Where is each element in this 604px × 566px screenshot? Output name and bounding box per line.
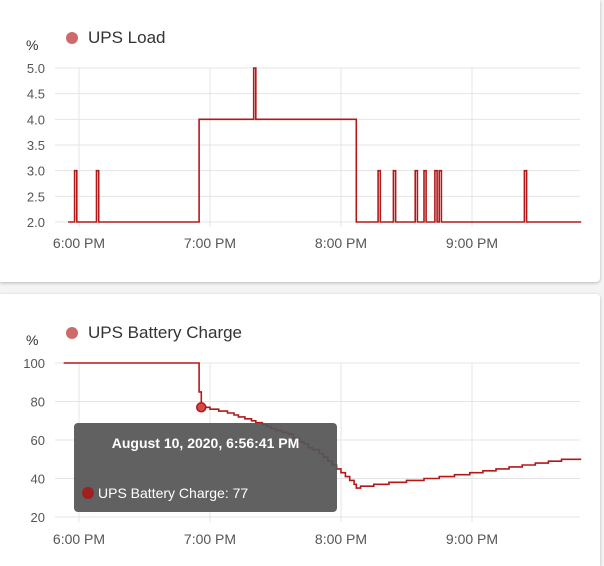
y-tick-label: 3.0 — [27, 164, 45, 179]
tooltip-title: August 10, 2020, 6:56:41 PM — [111, 435, 300, 451]
y-tick-label: 3.5 — [27, 138, 45, 153]
y-tick-label: 2.0 — [27, 215, 45, 230]
ups-load-card: % UPS Load 2.0 2.5 3.0 3.5 4.0 4.5 5.0 6:00 PM 7:0… — [0, 0, 600, 282]
legend-label: UPS Load — [88, 28, 166, 47]
x-tick-label: 7:00 PM — [184, 531, 236, 547]
x-tick-label: 9:00 PM — [446, 235, 498, 251]
x-tick-label: 6:00 PM — [53, 531, 105, 547]
legend-dot-icon — [66, 32, 78, 44]
y-tick-label: 4.5 — [27, 87, 45, 102]
y-tick-label: 40 — [31, 472, 45, 487]
y-tick-label: 5.0 — [27, 61, 45, 76]
x-tick-label: 6:00 PM — [53, 235, 105, 251]
y-tick-label: 100 — [23, 356, 45, 371]
y-tick-label: 20 — [31, 510, 45, 525]
y-tick-label: 80 — [31, 395, 45, 410]
highlight-point — [196, 402, 207, 413]
ups-battery-card: % UPS Battery Charge 20 40 60 80 100 6:00 PM 7:0… — [0, 294, 600, 566]
y-tick-label: 60 — [31, 433, 45, 448]
x-tick-label: 7:00 PM — [184, 235, 236, 251]
y-unit-label: % — [26, 37, 38, 53]
x-tick-label: 8:00 PM — [315, 531, 367, 547]
legend-dot-icon — [66, 327, 78, 339]
y-tick-label: 2.5 — [27, 189, 45, 204]
y-unit-label: % — [26, 332, 38, 348]
series-line — [68, 67, 582, 223]
tooltip-series-dot — [82, 487, 94, 499]
chart-tooltip: August 10, 2020, 6:56:41 PM UPS Battery … — [74, 423, 337, 512]
ups-load-chart[interactable]: % UPS Load 2.0 2.5 3.0 3.5 4.0 4.5 5.0 6:00 PM 7:0… — [0, 0, 600, 282]
tooltip-label: UPS Battery Charge: 77 — [98, 485, 249, 501]
x-tick-label: 9:00 PM — [446, 531, 498, 547]
y-tick-label: 4.0 — [27, 112, 45, 127]
x-tick-label: 8:00 PM — [315, 235, 367, 251]
legend-label: UPS Battery Charge — [88, 323, 242, 342]
